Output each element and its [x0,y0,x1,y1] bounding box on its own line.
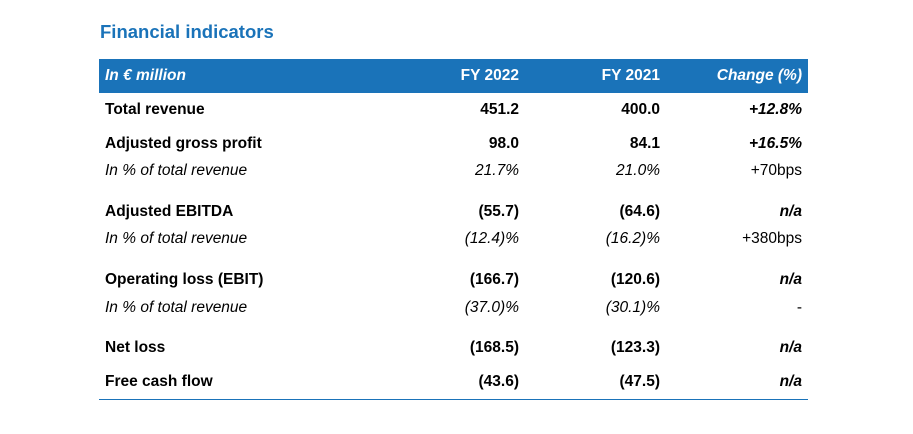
column-header-unit: In € million [105,67,186,84]
row-label: In % of total revenue [105,230,248,247]
table-row: Adjusted EBITDA (55.7) (64.6) n/a [99,203,808,223]
column-header-fy2021: FY 2021 [601,67,660,84]
change-value: n/a [779,203,802,220]
row-label: Free cash flow [105,373,213,390]
table-row: Total revenue 451.2 400.0 +12.8% [99,101,808,121]
fy2021-value: (120.6) [610,271,660,288]
fy2021-value: 84.1 [629,135,660,152]
change-value: n/a [779,339,802,356]
financial-indicators-table: In € million FY 2022 FY 2021 Change (%) … [99,59,808,400]
fy2022-value: 98.0 [488,135,519,152]
fy2022-value: 451.2 [480,101,519,118]
row-label: Total revenue [105,101,205,118]
change-value: - [796,299,802,316]
change-value: +16.5% [748,135,802,152]
fy2021-value: (64.6) [619,203,661,220]
row-label: In % of total revenue [105,162,248,179]
table-header-row: In € million FY 2022 FY 2021 Change (%) [99,59,808,93]
change-value: n/a [779,373,802,390]
fy2022-value: (168.5) [469,339,519,356]
column-header-fy2022: FY 2022 [460,67,519,84]
table-row: Net loss (168.5) (123.3) n/a [99,339,808,359]
change-value: +70bps [750,162,802,179]
fy2021-value: (47.5) [619,373,661,390]
table-row: In % of total revenue (12.4)% (16.2)% +3… [99,230,808,250]
fy2022-value: (12.4)% [464,230,519,247]
row-label: Net loss [105,339,166,356]
change-value: n/a [779,271,802,288]
table-row: In % of total revenue 21.7% 21.0% +70bps [99,162,808,182]
table-row: Free cash flow (43.6) (47.5) n/a [99,373,808,393]
fy2021-value: 400.0 [621,101,660,118]
section-title: Financial indicators [100,21,274,42]
row-label: Adjusted EBITDA [105,203,234,220]
fy2022-value: (43.6) [478,373,520,390]
fy2021-value: 21.0% [616,162,660,179]
fy2022-value: (166.7) [469,271,519,288]
fy2021-value: (123.3) [610,339,660,356]
fy2021-value: (30.1)% [605,299,660,316]
table-row: In % of total revenue (37.0)% (30.1)% - [99,299,808,319]
change-value: +380bps [742,230,802,247]
fy2022-value: 21.7% [475,162,519,179]
table-row: Operating loss (EBIT) (166.7) (120.6) n/… [99,271,808,291]
fy2022-value: (37.0)% [464,299,519,316]
row-label: Operating loss (EBIT) [105,271,264,288]
fy2022-value: (55.7) [478,203,520,220]
row-label: In % of total revenue [105,299,248,316]
fy2021-value: (16.2)% [605,230,660,247]
row-label: Adjusted gross profit [105,135,262,152]
change-value: +12.8% [748,101,802,118]
column-header-change: Change (%) [716,67,802,84]
table-row: Adjusted gross profit 98.0 84.1 +16.5% [99,135,808,155]
table-bottom-rule [99,399,808,400]
